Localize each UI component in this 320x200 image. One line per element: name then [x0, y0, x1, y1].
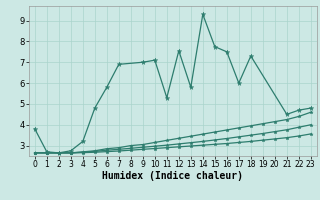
X-axis label: Humidex (Indice chaleur): Humidex (Indice chaleur)	[102, 171, 243, 181]
